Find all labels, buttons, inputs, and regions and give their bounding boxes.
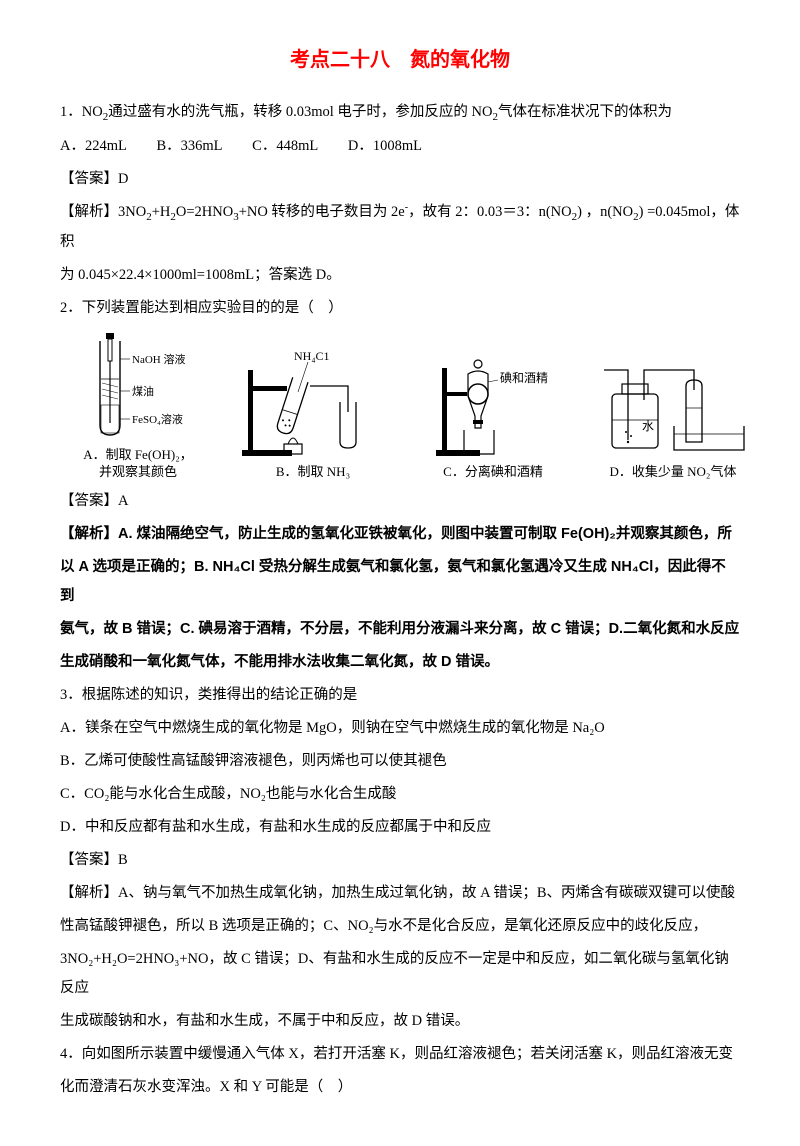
- q1-opt-c: C．448mL: [252, 138, 318, 154]
- q2-diagrams: NaOH 溶液 煤油 FeSO₄溶液 A．制取 Fe(OH)₂，并观察其颜色 N…: [78, 333, 740, 481]
- diagram-d-svg: 水: [598, 350, 748, 460]
- q1-explain-1: 【解析】3NO2+H2O=2HNO3+NO 转移的电子数目为 2e-，故有 2：…: [60, 198, 740, 257]
- diagram-b: NH₄C1: [238, 350, 388, 481]
- q4-line-a: 4．向如图所示装置中缓慢通入气体 X，若打开活塞 K，则品红溶液褪色；若关闭活塞…: [60, 1040, 740, 1069]
- q3-explain-c: 3NO₂+H₂O=2HNO₃+NO，故 C 错误；D、有盐和水生成的反应不一定是…: [60, 945, 740, 1003]
- q2-explain-c: 氨气，故 B 错误；C. 碘易溶于酒精，不分层，不能利用分液漏斗来分离，故 C …: [60, 615, 740, 644]
- q3-opt-d: D．中和反应都有盐和水生成，有盐和水生成的反应都属于中和反应: [60, 813, 740, 842]
- label-feso4: FeSO₄溶液: [132, 412, 183, 426]
- q3-stem: 3．根据陈述的知识，类推得出的结论正确的是: [60, 681, 740, 710]
- q3-opt-c: C．CO₂能与水化合生成酸，NO₂也能与水化合生成酸: [60, 780, 740, 809]
- q4-line-b: 化而澄清石灰水变浑浊。X 和 Y 可能是（ ）: [60, 1073, 740, 1102]
- q1-explain-2: 为 0.045×22.4×1000ml=1008mL；答案选 D。: [60, 261, 740, 290]
- q2-stem: 2．下列装置能达到相应实验目的的是（ ）: [60, 294, 740, 323]
- label-dianjiu: 碘和酒精: [500, 371, 548, 385]
- q1-opt-d: D．1008mL: [348, 138, 422, 154]
- q3-explain-a: 【解析】A、钠与氧气不加热生成氧化钠，加热生成过氧化钠，故 A 错误；B、丙烯含…: [60, 879, 740, 908]
- q2-explain-d: 生成硝酸和一氧化氮气体，不能用排水法收集二氧化氮，故 D 错误。: [60, 648, 740, 677]
- q2-explain-a: 【解析】A. 煤油隔绝空气，防止生成的氢氧化亚铁被氧化，则图中装置可制取 Fe(…: [60, 520, 740, 549]
- diagram-a-svg: NaOH 溶液 煤油 FeSO₄溶液: [78, 333, 198, 443]
- q1-opt-b: B．336mL: [156, 138, 222, 154]
- q3-answer: 【答案】B: [60, 846, 740, 875]
- diagram-c: 碘和酒精 C．分离碘和酒精: [428, 350, 558, 481]
- q3-explain-d: 生成碳酸钠和水，有盐和水生成，不属于中和反应，故 D 错误。: [60, 1007, 740, 1036]
- q1-stem: 1．NO2通过盛有水的洗气瓶，转移 0.03mol 电子时，参加反应的 NO2气…: [60, 98, 740, 128]
- q1-options: A．224mL B．336mL C．448mL D．1008mL: [60, 132, 740, 161]
- q3-opt-a: A．镁条在空气中燃烧生成的氧化物是 MgO，则钠在空气中燃烧生成的氧化物是 Na…: [60, 714, 740, 743]
- label-meiyou: 煤油: [132, 384, 154, 398]
- q2-explain-b: 以 A 选项是正确的；B. NH₄Cl 受热分解生成氨气和氯化氢，氨气和氯化氢遇…: [60, 553, 740, 611]
- q1-answer: 【答案】D: [60, 165, 740, 194]
- diagram-c-svg: 碘和酒精: [428, 350, 558, 460]
- label-nh4cl: NH₄C1: [294, 350, 330, 363]
- q1-opt-a: A．224mL: [60, 138, 127, 154]
- diagram-d: 水 D．收集少量 NO₂气体: [598, 350, 748, 481]
- q3-opt-b: B．乙烯可使酸性高锰酸钾溶液褪色，则丙烯也可以使其褪色: [60, 747, 740, 776]
- page-title: 考点二十八 氮的氧化物: [60, 40, 740, 80]
- label-shui: 水: [642, 419, 654, 433]
- q3-explain-b: 性高锰酸钾褪色，所以 B 选项是正确的；C、NO₂与水不是化合反应，是氧化还原反…: [60, 912, 740, 941]
- diagram-a: NaOH 溶液 煤油 FeSO₄溶液 A．制取 Fe(OH)₂，并观察其颜色: [78, 333, 198, 481]
- q2-answer: 【答案】A: [60, 487, 740, 516]
- label-naoh: NaOH 溶液: [132, 352, 185, 366]
- diagram-b-svg: NH₄C1: [238, 350, 388, 460]
